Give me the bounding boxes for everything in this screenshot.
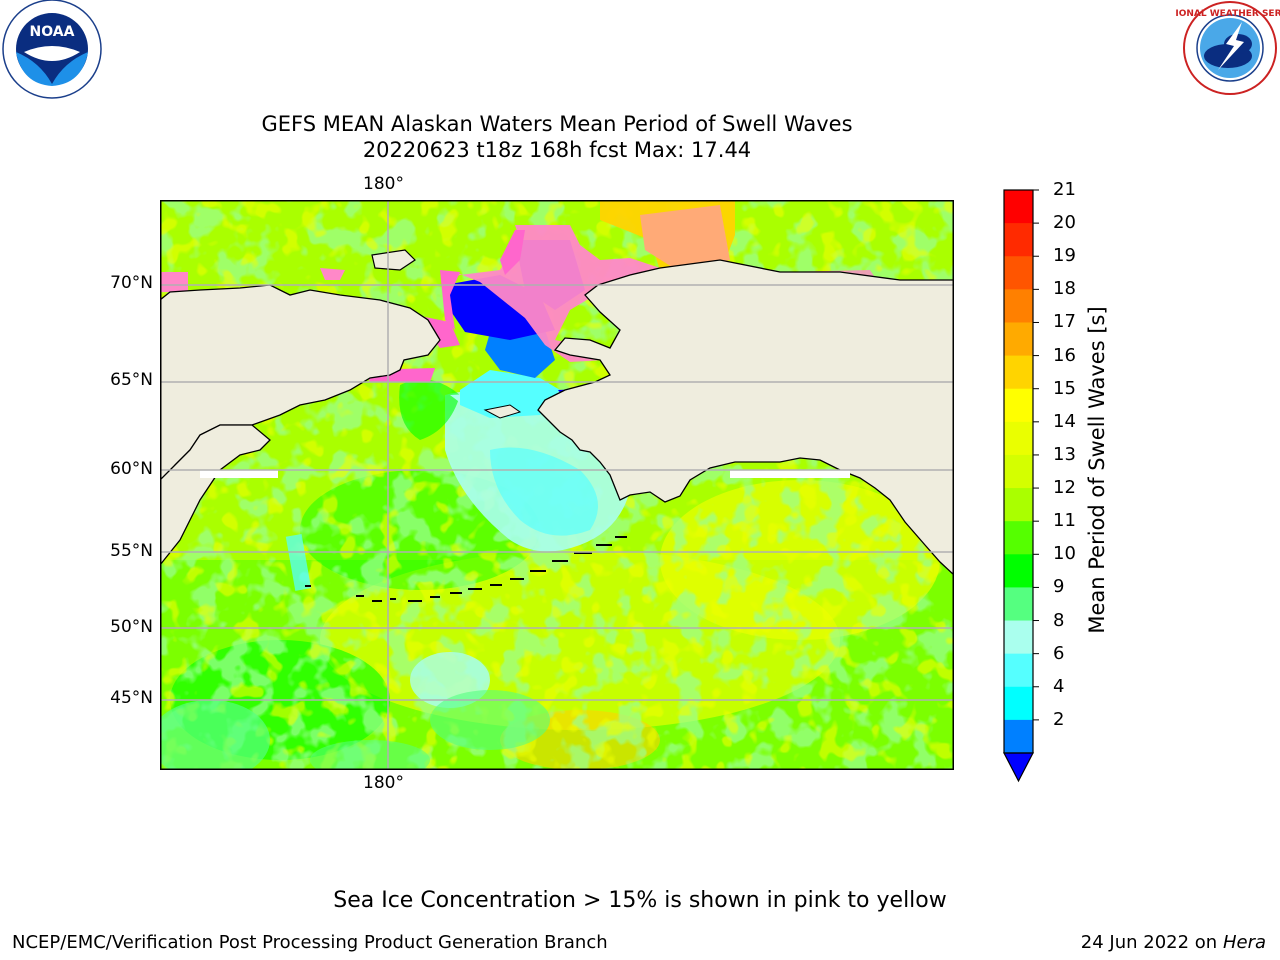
colorbar-band (1004, 223, 1033, 257)
lon-label-bottom: 180° (363, 773, 404, 793)
colorbar-tick-label: 18 (1053, 278, 1076, 300)
land-st-lawrence (483, 404, 522, 419)
colorbar-band (1004, 289, 1033, 323)
colorbar-band (1004, 521, 1033, 555)
colorbar-band (1004, 587, 1033, 622)
noaa-logo-text: NOAA (30, 24, 75, 40)
land-wrangel (371, 249, 416, 271)
map-title: GEFS MEAN Alaskan Waters Mean Period of … (261, 112, 853, 136)
svg-text:NATIONAL WEATHER SERVICE: NATIONAL WEATHER SERVICE (1176, 9, 1280, 19)
map-subtitle: 20220623 t18z 168h fcst Max: 17.44 (362, 138, 752, 162)
colorbar-extend-min (1003, 752, 1034, 783)
aleutian-islands (305, 536, 627, 602)
colorbar-tick-label: 13 (1053, 443, 1076, 465)
map-frame (160, 200, 954, 770)
colorbar-tick-label: 15 (1053, 377, 1076, 399)
colorbar-band (1004, 388, 1033, 423)
lon-label-top: 180° (363, 174, 404, 194)
lat-label-60n: 60°N (110, 459, 153, 479)
lat-label-55n: 55°N (110, 541, 153, 561)
colorbar-tick-label: 6 (1053, 642, 1065, 664)
colorbar-tick-label: 17 (1053, 311, 1076, 333)
colorbar-band (1004, 554, 1033, 588)
colorbar-label: Mean Period of Swell Waves [s] (1085, 306, 1109, 634)
noaa-logo-icon: NOAA (2, 0, 102, 99)
credit-branch: NCEP/EMC/Verification Post Processing Pr… (12, 932, 608, 953)
colorbar-frame (1003, 189, 1034, 754)
nws-logo-icon: NATIONAL WEATHER SERVICE (1155, 1, 1280, 95)
lat-label-70n: 70°N (110, 273, 153, 293)
colorbar-band (1004, 355, 1033, 390)
sea-ice-note: Sea Ice Concentration > 15% is shown in … (333, 888, 947, 913)
colorbar-band (1004, 190, 1033, 224)
lat-label-45n: 45°N (110, 688, 153, 708)
colorbar-band (1004, 322, 1033, 357)
colorbar (1003, 189, 1039, 783)
colorbar-tick-label: 10 (1053, 543, 1076, 565)
colorbar-tick-label: 8 (1053, 609, 1065, 631)
swell-period-map (160, 200, 954, 770)
colorbar-tick-label: 11 (1053, 510, 1076, 532)
colorbar-band (1004, 620, 1033, 655)
colorbar-tick-label: 20 (1053, 212, 1076, 234)
colorbar-band (1004, 256, 1033, 290)
colorbar-tick-label: 14 (1053, 410, 1076, 432)
land-kamchatka (160, 424, 271, 567)
colorbar-tick-label: 16 (1053, 344, 1076, 366)
colorbar-band (1004, 653, 1033, 688)
credit-machine: Hera (1222, 932, 1266, 953)
nws-logo: NATIONAL WEATHER SERVICE (1155, 0, 1280, 100)
credit-date-text: 24 Jun 2022 on (1080, 932, 1218, 953)
lat-label-50n: 50°N (110, 617, 153, 637)
colorbar-tick-label: 2 (1053, 708, 1065, 730)
land-alaska (537, 259, 954, 576)
colorbar-tick-label: 4 (1053, 675, 1065, 697)
colorbar-tick-label: 19 (1053, 245, 1076, 267)
lat-label-65n: 65°N (110, 370, 153, 390)
colorbar-band (1004, 719, 1033, 754)
colorbar-tick-label: 21 (1053, 179, 1076, 200)
colorbar-band (1004, 421, 1033, 456)
colorbar-tick-label: 12 (1053, 477, 1076, 499)
credit-date: 24 Jun 2022 on Hera (1081, 932, 1266, 953)
colorbar-band (1004, 686, 1033, 721)
noaa-logo: NOAA (0, 0, 104, 100)
colorbar-band (1004, 454, 1033, 489)
colorbar-tick-label: 9 (1053, 576, 1065, 598)
colorbar-band (1004, 488, 1033, 522)
graticule (160, 200, 954, 770)
